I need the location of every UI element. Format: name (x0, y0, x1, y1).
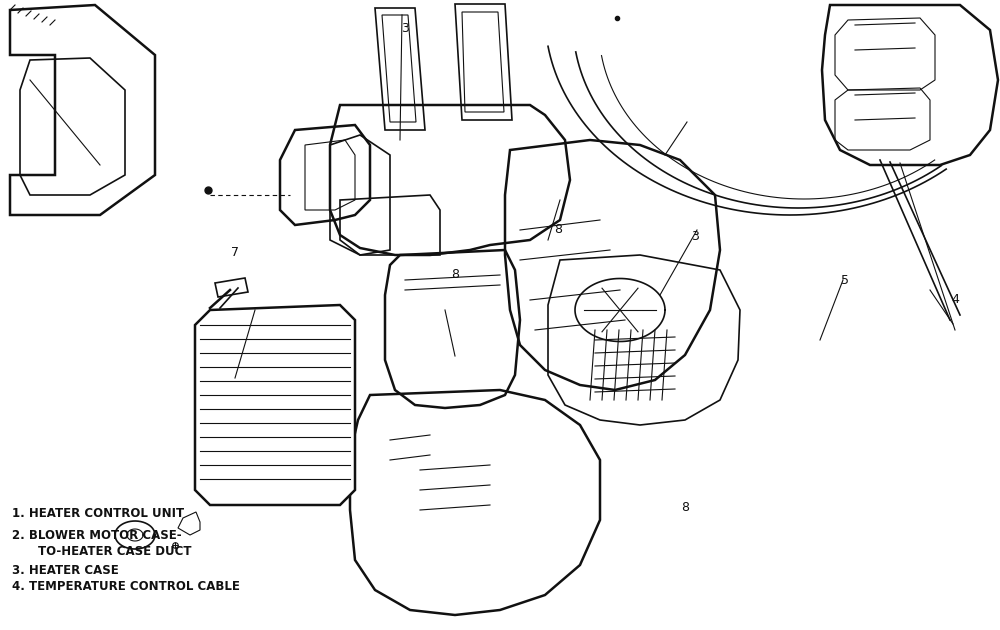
Text: 1. HEATER CONTROL UNIT: 1. HEATER CONTROL UNIT (12, 507, 184, 520)
Text: 7: 7 (231, 246, 239, 258)
Text: 8: 8 (681, 501, 689, 513)
Text: TO-HEATER CASE DUCT: TO-HEATER CASE DUCT (38, 545, 192, 558)
Polygon shape (215, 278, 248, 297)
Text: 3. HEATER CASE: 3. HEATER CASE (12, 564, 119, 577)
Text: 8: 8 (554, 224, 562, 236)
Text: 3: 3 (401, 22, 409, 35)
Text: 3: 3 (691, 230, 699, 243)
Polygon shape (195, 305, 355, 505)
Text: 2. BLOWER MOTOR CASE-: 2. BLOWER MOTOR CASE- (12, 529, 182, 542)
Text: 8: 8 (451, 268, 459, 280)
Text: 4. TEMPERATURE CONTROL CABLE: 4. TEMPERATURE CONTROL CABLE (12, 580, 240, 593)
Polygon shape (822, 5, 998, 165)
Text: 4: 4 (951, 293, 959, 306)
Text: 5: 5 (841, 274, 849, 287)
